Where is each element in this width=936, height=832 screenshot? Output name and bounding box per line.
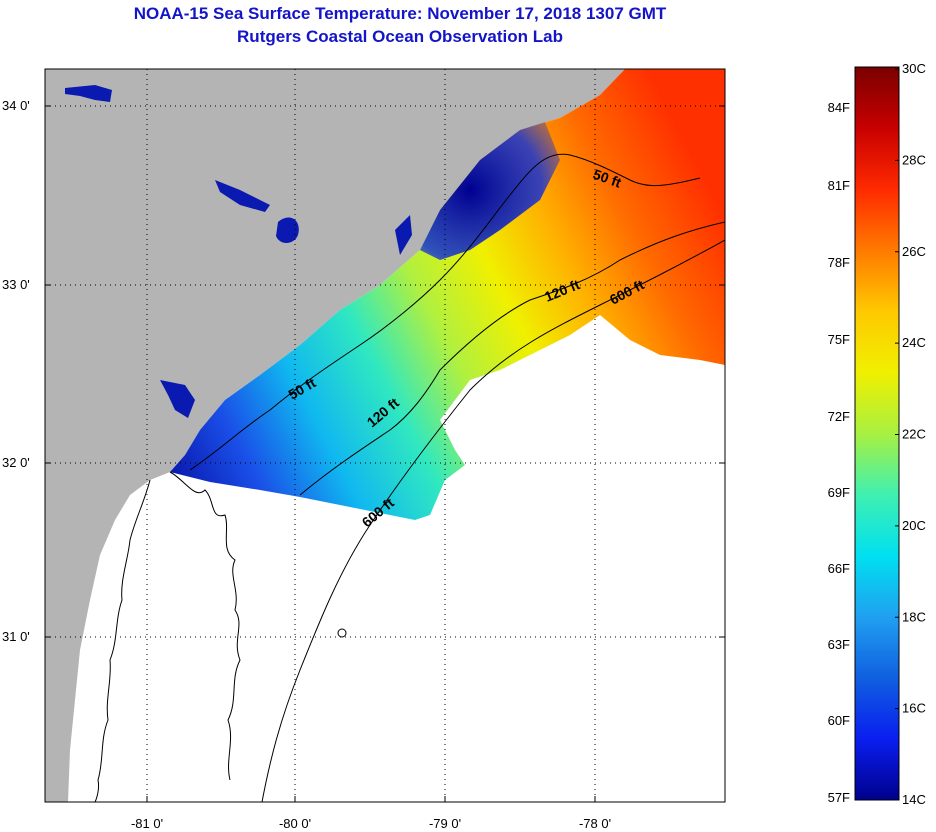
lon-label: -78 0': [579, 816, 611, 831]
fahrenheit-label: 63F: [828, 637, 850, 652]
fahrenheit-label: 60F: [828, 713, 850, 728]
lat-label: 31 0': [2, 629, 30, 644]
fahrenheit-label: 66F: [828, 561, 850, 576]
celsius-label: 16C: [902, 701, 926, 716]
land-mass: [45, 69, 625, 802]
depth-contours: [189, 153, 725, 802]
fahrenheit-label: 72F: [828, 409, 850, 424]
celsius-label: 30C: [902, 61, 926, 76]
celsius-label: 18C: [902, 609, 926, 624]
lat-label: 33 0': [2, 277, 30, 292]
colorbar-scale: [854, 66, 900, 801]
lat-label: 34 0': [2, 98, 30, 113]
celsius-label: 20C: [902, 518, 926, 533]
fahrenheit-label: 57F: [828, 790, 850, 805]
cold-water-patch: [420, 122, 560, 260]
sst-data-field: [170, 69, 725, 520]
graticule: [45, 69, 725, 802]
fahrenheit-label: 69F: [828, 485, 850, 500]
map-subtitle: Rutgers Coastal Ocean Observation Lab: [237, 27, 563, 46]
celsius-label: 14C: [902, 792, 926, 807]
fahrenheit-label: 81F: [828, 178, 850, 193]
celsius-label: 26C: [902, 244, 926, 259]
coastline: [94, 471, 241, 802]
map-title: NOAA-15 Sea Surface Temperature: Novembe…: [133, 4, 667, 23]
lon-label: -81 0': [131, 816, 163, 831]
celsius-label: 28C: [902, 152, 926, 167]
contour-600ft: [261, 239, 725, 802]
celsius-label: 24C: [902, 335, 926, 350]
lat-label: 32 0': [2, 455, 30, 470]
lon-label: -79 0': [429, 816, 461, 831]
lon-label: -80 0': [279, 816, 311, 831]
fahrenheit-label: 78F: [828, 255, 850, 270]
contour-50ft: [189, 153, 701, 471]
fahrenheit-label: 75F: [828, 332, 850, 347]
fahrenheit-label: 84F: [828, 100, 850, 115]
map-frame: [44, 68, 726, 803]
axis-ticks: [45, 105, 725, 802]
celsius-label: 22C: [902, 427, 926, 442]
contour-120ft: [299, 221, 725, 496]
